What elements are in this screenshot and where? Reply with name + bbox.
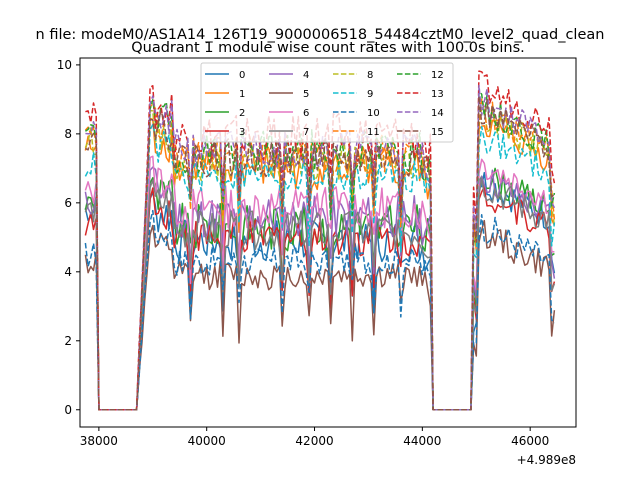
series-layer xyxy=(84,70,556,411)
legend-label-15: 15 xyxy=(431,127,444,138)
x-tick-label: 46000 xyxy=(511,434,549,448)
legend-label-2: 2 xyxy=(239,108,245,119)
y-axis: 0 2 4 6 8 10 xyxy=(57,58,80,417)
legend-label-12: 12 xyxy=(431,70,444,81)
legend-label-5: 5 xyxy=(303,89,309,100)
y-tick-label: 0 xyxy=(64,403,72,417)
legend-box xyxy=(200,62,454,143)
y-tick-label: 2 xyxy=(64,334,72,348)
x-axis: 38000 40000 42000 44000 46000 xyxy=(80,427,549,448)
plot-frame xyxy=(79,57,577,428)
legend-label-3: 3 xyxy=(239,127,245,138)
y-tick-label: 10 xyxy=(57,58,72,72)
legend-label-9: 9 xyxy=(367,89,373,100)
legend-label-4: 4 xyxy=(303,70,309,81)
legend-label-11: 11 xyxy=(367,127,380,138)
legend-label-10: 10 xyxy=(367,108,380,119)
figure-suptitle: n file: modeM0/AS1A14_126T19_9000006518_… xyxy=(36,27,605,43)
series-line-9 xyxy=(84,123,556,411)
y-tick-label: 6 xyxy=(64,196,72,210)
legend-label-13: 13 xyxy=(431,89,444,100)
legend-label-8: 8 xyxy=(367,70,373,81)
series-line-7 xyxy=(84,177,556,411)
x-tick-label: 44000 xyxy=(403,434,441,448)
x-tick-label: 42000 xyxy=(295,434,333,448)
y-tick-label: 4 xyxy=(64,265,72,279)
chart-title: Quadrant 1 module wise count rates with … xyxy=(131,40,525,56)
series-line-15 xyxy=(85,95,555,411)
y-tick-label: 8 xyxy=(64,127,72,141)
legend-label-6: 6 xyxy=(303,108,309,119)
legend-label-1: 1 xyxy=(239,89,245,100)
legend-label-7: 7 xyxy=(303,127,309,138)
series-line-4 xyxy=(84,166,556,411)
x-tick-label: 38000 xyxy=(80,434,118,448)
series-line-5 xyxy=(84,219,556,411)
x-tick-label: 40000 xyxy=(188,434,226,448)
series-line-10 xyxy=(84,209,555,411)
legend-label-14: 14 xyxy=(431,108,444,119)
legend-label-0: 0 xyxy=(239,70,245,81)
x-offset-label: +4.989e8 xyxy=(517,453,576,467)
